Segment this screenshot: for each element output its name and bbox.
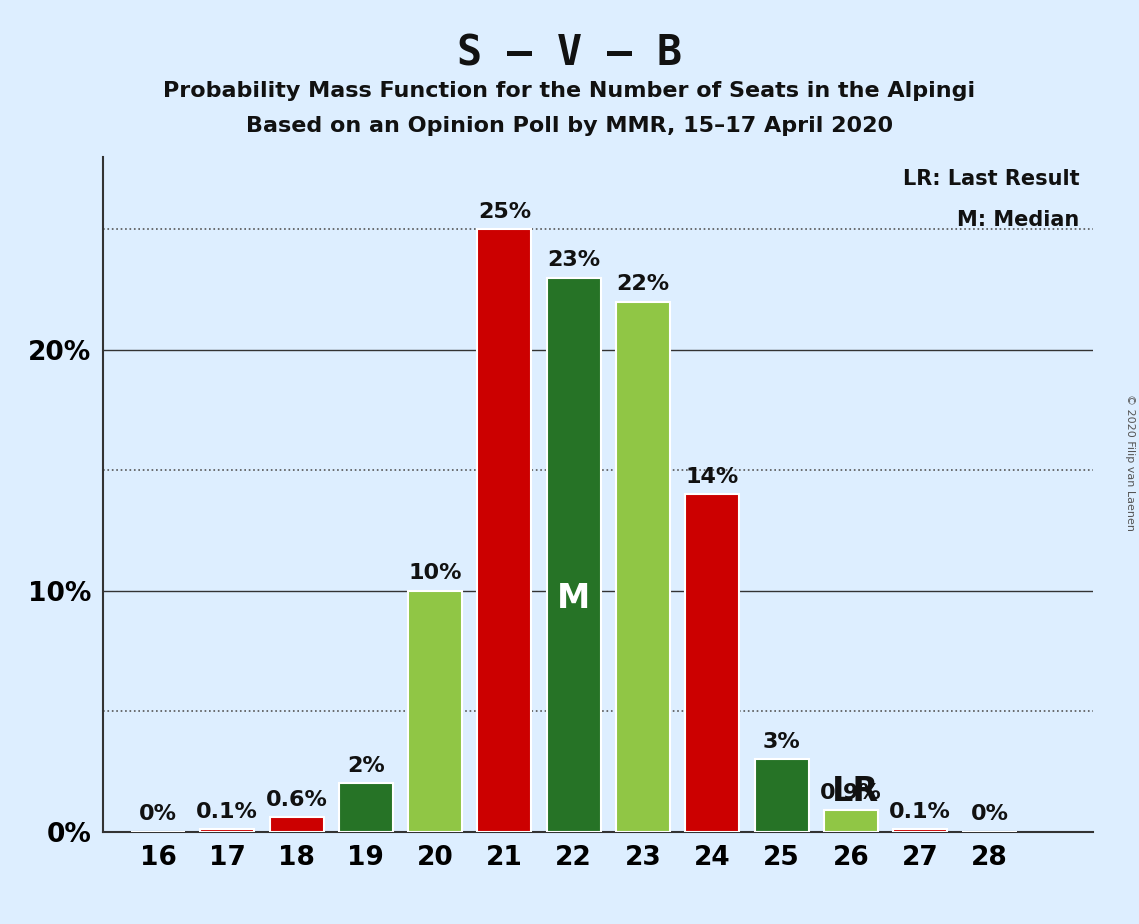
Text: LR: LR [831,775,878,808]
Text: M: M [557,582,590,615]
Text: 0.1%: 0.1% [890,802,951,822]
Text: 3%: 3% [763,732,801,752]
Text: Probability Mass Function for the Number of Seats in the Alpingi: Probability Mass Function for the Number… [163,81,976,102]
Text: 22%: 22% [616,274,670,295]
Bar [616,301,670,832]
Text: 25%: 25% [478,202,531,222]
Text: © 2020 Filip van Laenen: © 2020 Filip van Laenen [1125,394,1134,530]
Text: 0.9%: 0.9% [820,783,882,803]
Bar [547,277,600,832]
Bar [408,590,462,832]
Bar [754,760,809,832]
Bar [823,810,878,832]
Text: S – V – B: S – V – B [457,32,682,74]
Text: 0.1%: 0.1% [196,802,259,822]
Text: 0.6%: 0.6% [265,790,328,810]
Text: 14%: 14% [686,468,739,487]
Text: 2%: 2% [347,756,385,776]
Text: LR: Last Result: LR: Last Result [903,169,1080,189]
Bar [893,829,948,832]
Bar [200,829,254,832]
Text: 23%: 23% [547,250,600,271]
Bar [686,494,739,832]
Text: Based on an Opinion Poll by MMR, 15–17 April 2020: Based on an Opinion Poll by MMR, 15–17 A… [246,116,893,136]
Bar [270,817,323,832]
Bar [477,229,532,832]
Text: 0%: 0% [139,805,177,824]
Bar [338,784,393,832]
Text: 10%: 10% [409,564,462,583]
Text: 0%: 0% [970,805,1008,824]
Text: M: Median: M: Median [958,210,1080,230]
